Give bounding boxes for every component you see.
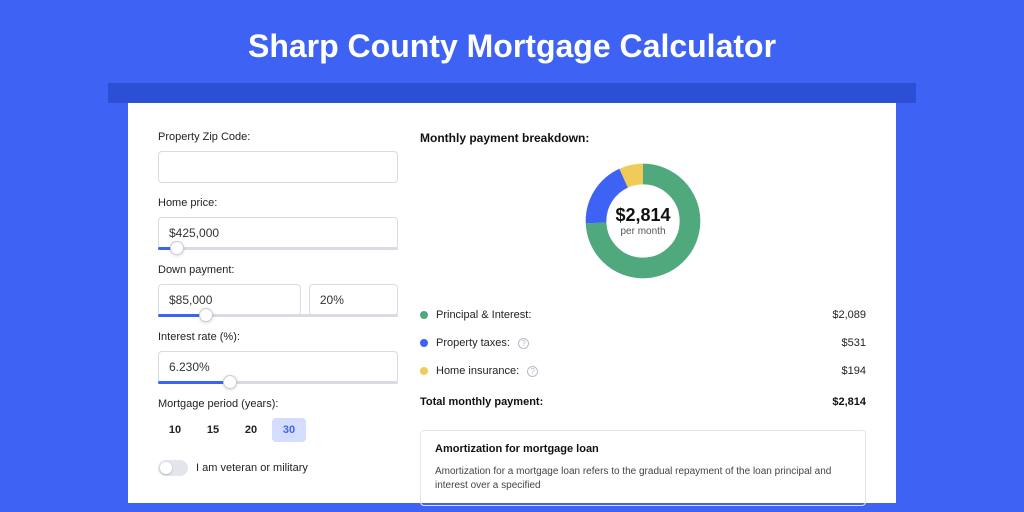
home-price-slider[interactable] (158, 247, 398, 250)
interest-rate-slider-thumb[interactable] (223, 375, 237, 389)
form-column: Property Zip Code: Home price: Down paym… (158, 131, 398, 503)
down-payment-slider-thumb[interactable] (199, 308, 213, 322)
breakdown-row-left: Home insurance:? (420, 365, 538, 377)
down-payment-label: Down payment: (158, 264, 398, 276)
veteran-toggle-knob (160, 462, 172, 474)
breakdown-row: Home insurance:? $194 (420, 357, 866, 385)
breakdown-row: Principal & Interest: $2,089 (420, 301, 866, 329)
amortization-title: Amortization for mortgage loan (435, 443, 851, 455)
donut-center: $2,814 per month (581, 159, 705, 283)
breakdown-title: Monthly payment breakdown: (420, 131, 866, 145)
veteran-label: I am veteran or military (196, 462, 308, 474)
home-price-slider-thumb[interactable] (170, 241, 184, 255)
page-title: Sharp County Mortgage Calculator (0, 0, 1024, 83)
total-value: $2,814 (832, 396, 866, 408)
down-payment-amount-input[interactable] (158, 284, 301, 316)
breakdown-label: Principal & Interest: (436, 309, 531, 321)
period-option-10[interactable]: 10 (158, 418, 192, 442)
home-price-input[interactable] (158, 217, 398, 249)
period-option-30[interactable]: 30 (272, 418, 306, 442)
breakdown-column: Monthly payment breakdown: $2,814 per mo… (420, 131, 866, 503)
amortization-box: Amortization for mortgage loan Amortizat… (420, 430, 866, 506)
down-payment-group: Down payment: (158, 264, 398, 317)
interest-rate-slider[interactable] (158, 381, 398, 384)
breakdown-value: $194 (842, 365, 866, 377)
breakdown-value: $2,089 (832, 309, 866, 321)
period-option-20[interactable]: 20 (234, 418, 268, 442)
veteran-toggle-row: I am veteran or military (158, 460, 398, 476)
period-option-15[interactable]: 15 (196, 418, 230, 442)
down-payment-slider[interactable] (158, 314, 398, 317)
total-label: Total monthly payment: (420, 396, 543, 408)
period-label: Mortgage period (years): (158, 398, 398, 410)
donut-wrap: $2,814 per month (420, 159, 866, 283)
donut-amount: $2,814 (615, 205, 670, 226)
breakdown-row: Property taxes:? $531 (420, 329, 866, 357)
info-icon[interactable]: ? (527, 366, 538, 377)
interest-rate-group: Interest rate (%): (158, 331, 398, 384)
amortization-text: Amortization for a mortgage loan refers … (435, 465, 851, 493)
breakdown-row-left: Property taxes:? (420, 337, 529, 349)
period-group: Mortgage period (years): 10152030 (158, 398, 398, 442)
period-options: 10152030 (158, 418, 398, 442)
breakdown-row-left: Principal & Interest: (420, 309, 531, 321)
donut-sub: per month (620, 226, 665, 237)
veteran-toggle[interactable] (158, 460, 188, 476)
zip-label: Property Zip Code: (158, 131, 398, 143)
zip-field-group: Property Zip Code: (158, 131, 398, 183)
interest-rate-label: Interest rate (%): (158, 331, 398, 343)
zip-input[interactable] (158, 151, 398, 183)
header-band (108, 83, 916, 103)
calculator-card: Property Zip Code: Home price: Down paym… (128, 103, 896, 503)
breakdown-rows: Principal & Interest: $2,089 Property taxe… (420, 301, 866, 385)
legend-dot (420, 311, 428, 319)
home-price-label: Home price: (158, 197, 398, 209)
info-icon[interactable]: ? (518, 338, 529, 349)
legend-dot (420, 339, 428, 347)
down-payment-percent-input[interactable] (309, 284, 398, 316)
payment-donut-chart: $2,814 per month (581, 159, 705, 283)
legend-dot (420, 367, 428, 375)
interest-rate-input[interactable] (158, 351, 398, 383)
breakdown-label: Property taxes: (436, 337, 510, 349)
down-payment-row (158, 284, 398, 316)
total-row: Total monthly payment: $2,814 (420, 385, 866, 422)
breakdown-label: Home insurance: (436, 365, 519, 377)
home-price-group: Home price: (158, 197, 398, 250)
breakdown-value: $531 (842, 337, 866, 349)
